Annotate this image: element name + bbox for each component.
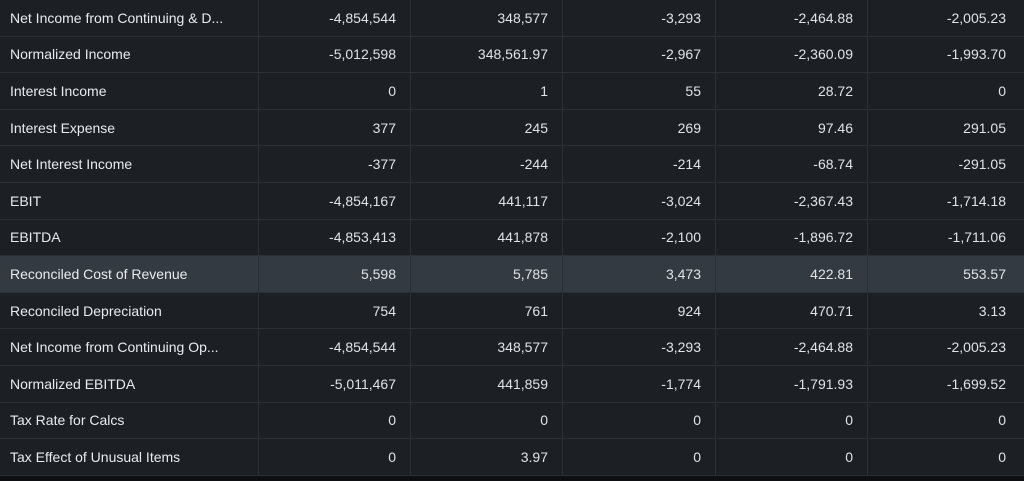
- table-row[interactable]: Net Income from Continuing Op... -4,854,…: [0, 329, 1024, 366]
- value-cell: 245: [411, 109, 563, 146]
- value-cell: 0: [998, 412, 1006, 429]
- value-cell: 348,561.97: [411, 36, 563, 73]
- bottom-divider: [0, 476, 1024, 481]
- table-row[interactable]: Normalized Income -5,012,598 348,561.97 …: [0, 36, 1024, 74]
- value-cell: 761: [411, 292, 563, 329]
- table-row[interactable]: Interest Expense 377 245 269 97.46 291.0…: [0, 109, 1024, 147]
- value-cell: 377: [259, 109, 411, 146]
- value-cell: 28.72: [716, 73, 868, 109]
- value-cell: 0: [411, 402, 563, 439]
- value-cell: 3,473: [563, 256, 716, 292]
- value-cell: 441,859: [411, 365, 563, 402]
- value-cell: 422.81: [716, 256, 868, 292]
- value-cell: 441,117: [411, 182, 563, 219]
- value-cell: 0: [259, 439, 411, 475]
- table-row[interactable]: Reconciled Depreciation 754 761 924 470.…: [0, 292, 1024, 330]
- value-cell: 55: [563, 73, 716, 109]
- value-cell: -68.74: [716, 146, 868, 182]
- value-cell: 441,878: [411, 219, 563, 256]
- row-label: Reconciled Cost of Revenue: [0, 256, 259, 292]
- row-label: Net Interest Income: [0, 146, 259, 182]
- value-cell: -214: [563, 146, 716, 182]
- value-cell: 0: [563, 402, 716, 439]
- row-label: Net Income from Continuing Op...: [0, 329, 259, 365]
- value-cell: 0: [998, 448, 1006, 465]
- value-cell: 0: [716, 402, 868, 439]
- value-cell: 5,785: [411, 256, 563, 292]
- row-label: Tax Rate for Calcs: [0, 402, 259, 439]
- value-cell: 0: [563, 439, 716, 475]
- value-cell: -3,293: [563, 0, 716, 36]
- table-row[interactable]: Normalized EBITDA -5,011,467 441,859 -1,…: [0, 365, 1024, 403]
- table-row[interactable]: Tax Rate for Calcs 0 0 0 0 0: [0, 402, 1024, 440]
- value-cell: 0: [259, 73, 411, 109]
- value-cell: -2,464.88: [716, 329, 868, 365]
- value-cell: -244: [411, 146, 563, 182]
- value-cell: -3,293: [563, 329, 716, 365]
- table-row[interactable]: EBITDA -4,853,413 441,878 -2,100 -1,896.…: [0, 219, 1024, 257]
- row-label: Tax Effect of Unusual Items: [0, 439, 259, 475]
- value-cell: -2,967: [563, 36, 716, 73]
- value-cell: -4,854,544: [259, 329, 411, 365]
- value-cell: 269: [563, 109, 716, 146]
- row-label: Reconciled Depreciation: [0, 292, 259, 329]
- value-cell: 291.05: [963, 119, 1006, 136]
- value-cell: -4,853,413: [259, 219, 411, 256]
- table-row[interactable]: Tax Effect of Unusual Items 0 3.97 0 0 0: [0, 439, 1024, 476]
- value-cell: 0: [259, 402, 411, 439]
- value-cell: 348,577: [411, 329, 563, 365]
- row-label: Normalized EBITDA: [0, 365, 259, 402]
- table-row[interactable]: Interest Income 0 1 55 28.72 0: [0, 73, 1024, 110]
- row-label: Interest Income: [0, 73, 259, 109]
- table-row-highlighted[interactable]: Reconciled Cost of Revenue 5,598 5,785 3…: [0, 256, 1024, 293]
- value-cell: 470.71: [716, 292, 868, 329]
- value-cell: -1,714.18: [946, 192, 1006, 209]
- value-cell: -1,993.70: [946, 46, 1006, 63]
- value-cell: 1: [411, 73, 563, 109]
- value-cell: 553.57: [963, 265, 1006, 282]
- value-cell: -1,699.52: [946, 375, 1006, 392]
- value-cell: -1,711.06: [947, 229, 1006, 246]
- value-cell: -2,005.23: [946, 9, 1006, 26]
- value-cell: 348,577: [411, 0, 563, 36]
- value-cell: 0: [716, 439, 868, 475]
- value-cell: -2,360.09: [716, 36, 868, 73]
- value-cell: -2,464.88: [716, 0, 868, 36]
- value-cell: 0: [998, 82, 1006, 99]
- value-cell: -2,367.43: [716, 182, 868, 219]
- value-cell: -4,854,544: [259, 0, 411, 36]
- value-cell: 754: [259, 292, 411, 329]
- value-cell: -2,100: [563, 219, 716, 256]
- value-cell: -2,005.23: [946, 339, 1006, 356]
- table-row[interactable]: EBIT -4,854,167 441,117 -3,024 -2,367.43…: [0, 182, 1024, 220]
- value-cell: -1,791.93: [716, 365, 868, 402]
- value-cell: 3.13: [978, 302, 1006, 319]
- row-label: Interest Expense: [0, 109, 259, 146]
- row-label: Normalized Income: [0, 36, 259, 73]
- row-label: EBITDA: [0, 219, 259, 256]
- table-row[interactable]: Net Income from Continuing & D... -4,854…: [0, 0, 1024, 37]
- value-cell: -1,774: [563, 365, 716, 402]
- value-cell: -5,012,598: [259, 36, 411, 73]
- row-label: Net Income from Continuing & D...: [0, 0, 259, 36]
- value-cell: -3,024: [563, 182, 716, 219]
- table-row[interactable]: Net Interest Income -377 -244 -214 -68.7…: [0, 146, 1024, 183]
- value-cell: 3.97: [411, 439, 563, 475]
- value-cell: 97.46: [716, 109, 868, 146]
- value-cell: -4,854,167: [259, 182, 411, 219]
- value-cell: 924: [563, 292, 716, 329]
- value-cell: -5,011,467: [259, 365, 411, 402]
- row-label: EBIT: [0, 182, 259, 219]
- value-cell: -291.05: [958, 156, 1006, 173]
- value-cell: -1,896.72: [716, 219, 868, 256]
- value-cell: 5,598: [259, 256, 411, 292]
- value-cell: -377: [259, 146, 411, 182]
